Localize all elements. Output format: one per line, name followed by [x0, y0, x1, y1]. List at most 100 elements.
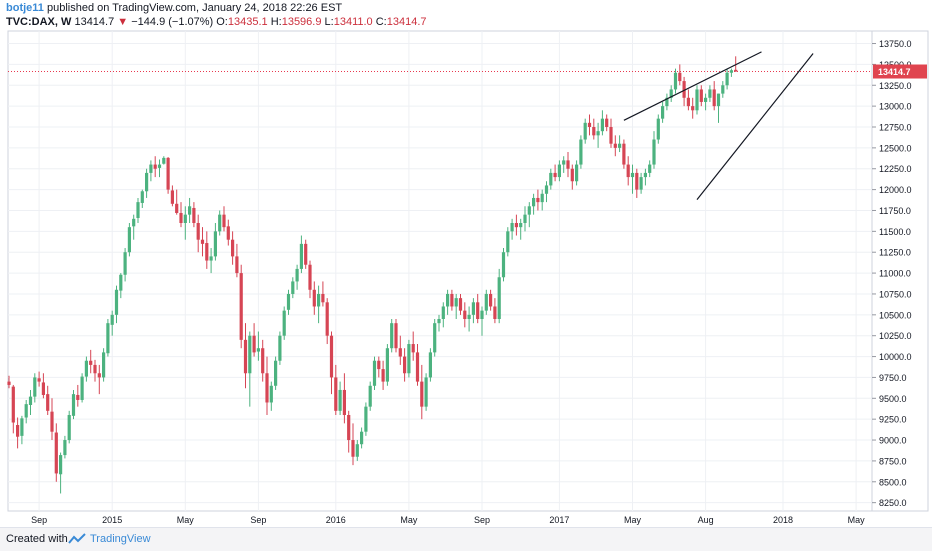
candle-body	[390, 323, 394, 349]
candle-body	[97, 373, 101, 378]
y-tick-label: 13750.0	[879, 39, 912, 49]
candle-body	[579, 139, 583, 165]
candle-body	[712, 89, 716, 107]
candle-body	[463, 310, 467, 319]
candle-body	[583, 122, 587, 140]
price-change: −144.9 (−1.07%)	[131, 16, 214, 28]
candle-body	[274, 360, 278, 386]
candle-body	[618, 143, 622, 148]
candle-body	[11, 386, 15, 423]
candle-body	[175, 203, 179, 213]
candle-body	[312, 289, 316, 307]
candle-body	[699, 89, 703, 102]
candle-body	[162, 157, 166, 164]
y-tick-label: 8250.0	[879, 498, 907, 508]
plot-frame	[7, 30, 873, 512]
y-tick-label: 11250.0	[879, 248, 911, 258]
candle-body	[626, 164, 630, 178]
candle-body	[80, 376, 84, 400]
candle-body	[403, 356, 407, 374]
y-tick-label: 8500.0	[879, 477, 907, 487]
candle-body	[67, 415, 71, 441]
price-chart[interactable]: 13750.013500.013250.013000.012750.012500…	[0, 0, 932, 527]
publish-header: botje11 published on TradingView.com, Ja…	[6, 2, 342, 15]
candle-body	[622, 143, 626, 165]
candle-body	[639, 177, 643, 190]
candle-body	[338, 389, 342, 411]
candle-body	[540, 193, 544, 203]
candle-body	[145, 172, 149, 192]
y-tick-label: 8750.0	[879, 456, 907, 466]
candle-body	[63, 440, 67, 456]
axes-layer: 13750.013500.013250.013000.012750.012500…	[31, 39, 927, 525]
candle-body	[476, 302, 480, 319]
candle-body	[489, 293, 493, 307]
down-arrow-icon: ▼	[117, 16, 129, 28]
x-tick-label: May	[177, 515, 195, 525]
candle-body	[527, 206, 531, 215]
candle-body	[71, 394, 76, 416]
tradingview-logo-icon	[68, 533, 86, 544]
candle-body	[682, 81, 686, 98]
candle-body	[725, 72, 729, 86]
candle-body	[127, 227, 131, 253]
candle-body	[424, 377, 428, 407]
y-tick-label: 12500.0	[879, 143, 912, 153]
candle-body	[299, 243, 303, 269]
y-tick-label: 12750.0	[879, 123, 912, 133]
low-label: L:	[324, 16, 334, 28]
open-value: 13435.1	[227, 16, 268, 28]
candle-body	[734, 69, 738, 72]
candle-body	[308, 264, 312, 290]
candle-body	[441, 306, 445, 319]
candle-body	[265, 373, 269, 403]
candle-body	[132, 218, 136, 227]
candle-body	[7, 381, 11, 385]
close-value: 13414.7	[386, 16, 427, 28]
candle-body	[557, 164, 561, 178]
candle-body	[656, 118, 660, 140]
candle-body	[691, 106, 695, 111]
y-tick-label: 12000.0	[879, 185, 912, 195]
candle-body	[398, 348, 402, 357]
candle-body	[183, 214, 187, 223]
candle-body	[484, 293, 488, 311]
candle-body	[458, 298, 463, 311]
candle-body	[686, 97, 690, 107]
tradingview-brand-link[interactable]: TradingView	[90, 533, 151, 545]
candle-body	[377, 360, 381, 370]
candle-body	[437, 319, 441, 324]
candle-body	[170, 190, 174, 204]
high-value: 13596.9	[281, 16, 322, 28]
candle-body	[536, 197, 540, 203]
x-tick-label: Sep	[474, 515, 490, 525]
y-tick-label: 10000.0	[879, 352, 912, 362]
last-price-label: 13414.7	[878, 67, 911, 77]
candle-body	[544, 185, 549, 194]
candle-body	[385, 348, 389, 382]
candle-body	[446, 293, 450, 307]
candle-body	[231, 239, 235, 257]
candle-body	[729, 70, 733, 73]
candle-body	[28, 396, 33, 405]
candle-body	[140, 191, 144, 203]
x-tick-label: 2018	[773, 515, 793, 525]
candle-body	[102, 352, 106, 378]
candle-body	[652, 139, 656, 165]
candle-body	[643, 172, 647, 178]
candle-body	[566, 160, 570, 169]
candle-body	[497, 277, 501, 319]
candle-body	[454, 298, 458, 307]
x-tick-label: 2016	[326, 515, 346, 525]
candle-body	[467, 314, 471, 319]
candle-body	[248, 335, 252, 374]
candle-body	[673, 72, 678, 90]
candle-body	[510, 223, 514, 232]
candle-body	[411, 344, 415, 353]
candle-body	[110, 314, 114, 325]
candle-body	[704, 97, 708, 102]
candle-body	[372, 360, 377, 386]
author-link[interactable]: botje11	[6, 2, 44, 14]
symbol-label[interactable]: TVC:DAX, W	[6, 16, 72, 28]
candle-body	[329, 335, 334, 378]
